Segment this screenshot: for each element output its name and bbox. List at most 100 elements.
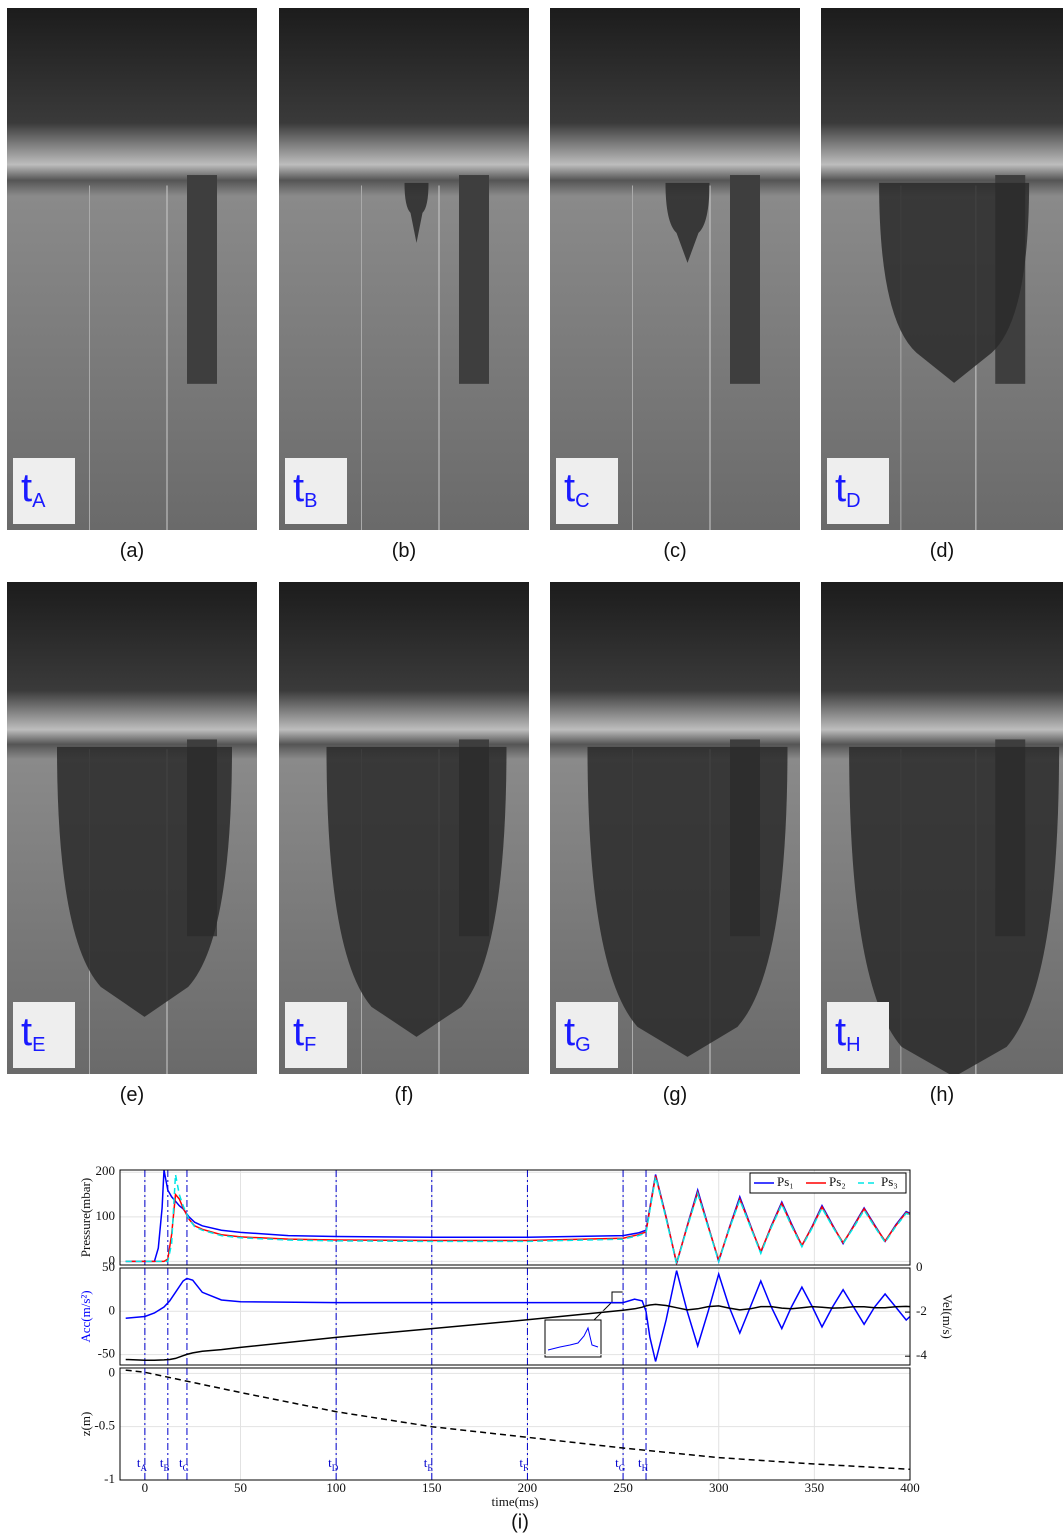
event-label: tF	[519, 1455, 528, 1473]
photo-caption: (e)	[119, 1084, 145, 1106]
photo-caption: (c)	[663, 540, 687, 562]
event-label: tB	[160, 1455, 170, 1473]
y-tick-label: 200	[96, 1163, 116, 1178]
label-text: t	[21, 1010, 33, 1054]
y-tick-label: 0	[109, 1302, 116, 1317]
series-line	[125, 1175, 911, 1266]
event-sub: H	[642, 1463, 649, 1473]
series-line	[125, 1369, 911, 1471]
y-tick-label: 100	[96, 1208, 116, 1223]
photo-label: tH	[827, 1002, 889, 1068]
label-text: E	[32, 1034, 46, 1056]
x-tick-label: 50	[234, 1480, 247, 1495]
label-text: G	[575, 1034, 591, 1056]
photo-label: tE	[13, 1002, 75, 1068]
y-tick-label: 0	[109, 1252, 116, 1267]
event-label: tC	[179, 1455, 189, 1473]
event-prefix: t	[137, 1455, 141, 1470]
y-axis-label: Acc(m/s²)	[78, 1290, 93, 1342]
series-line	[125, 1303, 911, 1361]
label-text: A	[32, 490, 46, 512]
y-tick-label: 50	[102, 1259, 115, 1274]
chart-caption: (i)	[511, 1511, 529, 1533]
event-prefix: t	[638, 1455, 642, 1470]
label-text: t	[564, 1010, 576, 1054]
legend-box	[749, 1172, 907, 1194]
y-axis-label: Pressure(mbar)	[78, 1178, 93, 1257]
photo-caption: (f)	[394, 1084, 414, 1106]
y-tick-label: -50	[98, 1346, 115, 1361]
y2-tick-label: -4	[916, 1347, 927, 1362]
event-label: tE	[424, 1455, 434, 1473]
label-text: t	[21, 466, 33, 510]
x-tick-label: 250	[613, 1480, 633, 1495]
event-label: tG	[615, 1455, 626, 1473]
event-prefix: t	[179, 1455, 183, 1470]
x-tick-label: 200	[518, 1480, 538, 1495]
zoom-box	[611, 1291, 624, 1304]
photo-label: tD	[827, 458, 889, 524]
photo: tH	[821, 582, 1063, 1074]
photo-label: tG	[556, 1002, 618, 1068]
label-text: C	[575, 490, 590, 512]
series-line	[125, 1270, 911, 1362]
photo: tF	[279, 582, 529, 1074]
label-text: t	[564, 466, 576, 510]
photo-caption: (g)	[662, 1084, 688, 1106]
label-text: t	[835, 1010, 847, 1054]
label-text: t	[293, 1010, 305, 1054]
event-sub: E	[427, 1463, 433, 1473]
event-prefix: t	[160, 1455, 164, 1470]
event-sub: B	[163, 1463, 169, 1473]
x-tick-label: 350	[805, 1480, 825, 1495]
photo-caption: (d)	[929, 540, 955, 562]
event-label: tH	[638, 1455, 649, 1473]
x-tick-label: 300	[709, 1480, 729, 1495]
plot-frame	[119, 1367, 911, 1481]
legend-label: Ps₁	[777, 1174, 794, 1189]
event-sub: F	[523, 1463, 528, 1473]
photo-label: tB	[285, 458, 347, 524]
label-text: F	[304, 1034, 317, 1056]
y2-tick-label: 0	[916, 1259, 923, 1274]
photo: tA	[7, 8, 257, 530]
event-sub: C	[183, 1463, 189, 1473]
event-prefix: t	[519, 1455, 523, 1470]
y2-tick-label: -2	[916, 1303, 927, 1318]
zoom-inset	[544, 1319, 602, 1358]
y2-axis-label: Vel(m/s)	[940, 1294, 955, 1339]
label-text: t	[293, 466, 305, 510]
event-prefix: t	[328, 1455, 332, 1470]
y-tick-label: -0.5	[94, 1418, 115, 1433]
x-tick-label: 100	[326, 1480, 346, 1495]
photo: tG	[550, 582, 800, 1074]
photo: tC	[550, 8, 800, 530]
plot-frame	[119, 1267, 911, 1366]
photo: tB	[279, 8, 529, 530]
label-text: t	[835, 466, 847, 510]
event-sub: D	[332, 1463, 339, 1473]
event-sub: G	[619, 1463, 626, 1473]
y-tick-label: -1	[104, 1471, 115, 1486]
x-tick-label: 150	[422, 1480, 442, 1495]
photo-label: tA	[13, 458, 75, 524]
photo: tE	[7, 582, 257, 1074]
event-prefix: t	[615, 1455, 619, 1470]
x-tick-label: 0	[142, 1480, 149, 1495]
event-label: tA	[137, 1455, 148, 1473]
photo-label: tF	[285, 1002, 347, 1068]
event-prefix: t	[424, 1455, 428, 1470]
photo-caption: (h)	[929, 1084, 955, 1106]
x-tick-label: 400	[900, 1480, 920, 1495]
y-tick-label: 0	[109, 1364, 116, 1379]
y-axis-label: z(m)	[78, 1412, 93, 1437]
photo-label: tC	[556, 458, 618, 524]
photo-caption: (b)	[391, 540, 417, 562]
plot-frame	[119, 1169, 911, 1266]
photo-caption: (a)	[119, 540, 145, 562]
legend-label: Ps₃	[881, 1174, 898, 1189]
event-sub: A	[140, 1463, 147, 1473]
photo: tD	[821, 8, 1063, 530]
